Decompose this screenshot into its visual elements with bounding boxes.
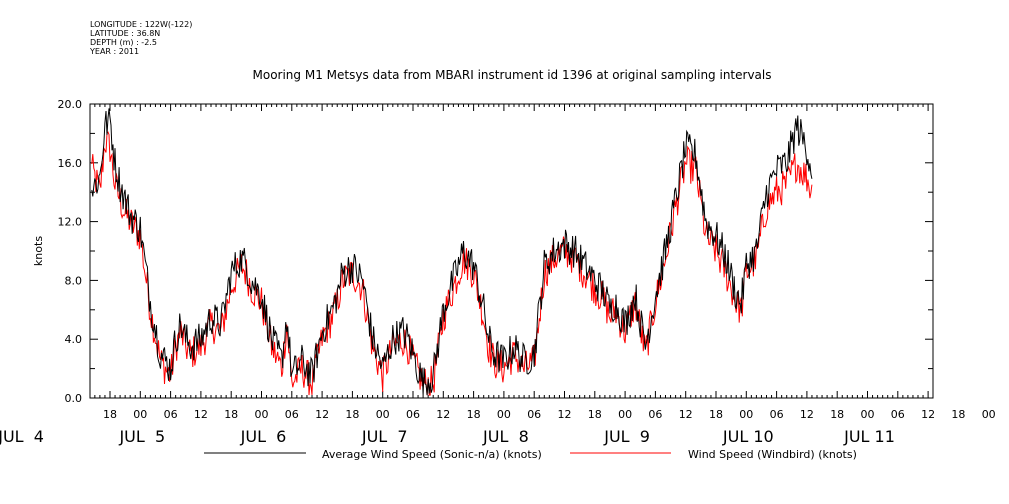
x-day-label: JUL 11	[843, 427, 895, 446]
x-tick-label: 06	[164, 408, 178, 421]
x-day-label: JUL 6	[240, 427, 287, 446]
x-tick-label: 00	[861, 408, 875, 421]
plot-frame	[89, 103, 934, 399]
x-tick-label: 00	[618, 408, 632, 421]
x-tick-label: 06	[527, 408, 541, 421]
x-day-label: JUL 4	[0, 427, 44, 446]
y-tick-label: 12.0	[58, 216, 83, 229]
y-axis-label: knots	[32, 236, 45, 266]
latitude-text: LATITUDE : 36.8N	[90, 29, 161, 38]
x-tick-label: 12	[921, 408, 935, 421]
legend: Average Wind Speed (Sonic-n/a) (knots) W…	[204, 448, 857, 461]
x-tick-label: 06	[770, 408, 784, 421]
x-tick-label: 12	[558, 408, 572, 421]
x-tick-label: 12	[194, 408, 208, 421]
y-tick-label: 4.0	[65, 333, 83, 346]
longitude-text: LONGITUDE : 122W(-122)	[90, 20, 193, 29]
x-day-label: JUL 9	[603, 427, 650, 446]
x-tick-label: 18	[345, 408, 359, 421]
x-tick-label: 00	[982, 408, 996, 421]
series-line-sonic	[91, 108, 813, 396]
depth-text: DEPTH (m) : -2.5	[90, 38, 157, 47]
x-tick-label: 06	[285, 408, 299, 421]
x-tick-label: 18	[467, 408, 481, 421]
metadata-block: LONGITUDE : 122W(-122) LATITUDE : 36.8N …	[90, 20, 192, 56]
x-tick-label: 06	[891, 408, 905, 421]
x-tick-label: 12	[800, 408, 814, 421]
y-tick-label: 16.0	[58, 157, 83, 170]
x-day-label: JUL 10	[722, 427, 774, 446]
x-tick-label: 00	[255, 408, 269, 421]
y-axis: 0.0 4.0 8.0 12.0 16.0 20.0	[58, 98, 933, 405]
x-tick-label: 00	[497, 408, 511, 421]
legend-label-windbird: Wind Speed (Windbird) (knots)	[688, 448, 857, 461]
x-tick-label: 12	[315, 408, 329, 421]
x-tick-label: 18	[830, 408, 844, 421]
x-tick-label: 18	[224, 408, 238, 421]
x-tick-label: 18	[588, 408, 602, 421]
y-tick-label: 8.0	[65, 274, 83, 287]
x-tick-label: 18	[103, 408, 117, 421]
y-tick-label: 0.0	[65, 392, 83, 405]
x-tick-label: 12	[436, 408, 450, 421]
series-line-windbird	[91, 131, 813, 396]
x-tick-label: 18	[709, 408, 723, 421]
x-axis: 18 00 06 12 18 00 06 12 18 00 06 12 18 00 06 12 18 00 06 12…	[0, 104, 996, 446]
x-tick-label: 18	[951, 408, 965, 421]
series-layer	[91, 108, 813, 396]
chart-title: Mooring M1 Metsys data from MBARI instru…	[253, 68, 772, 82]
x-tick-label: 00	[739, 408, 753, 421]
x-day-label: JUL 7	[361, 427, 408, 446]
x-tick-label: 06	[406, 408, 420, 421]
legend-label-sonic: Average Wind Speed (Sonic-n/a) (knots)	[322, 448, 542, 461]
x-tick-label: 06	[648, 408, 662, 421]
x-day-label: JUL 5	[118, 427, 165, 446]
x-tick-label: 00	[376, 408, 390, 421]
y-tick-label: 20.0	[58, 98, 83, 111]
x-tick-label: 00	[133, 408, 147, 421]
year-text: YEAR : 2011	[90, 47, 140, 56]
x-day-label: JUL 8	[482, 427, 529, 446]
x-tick-label: 12	[679, 408, 693, 421]
